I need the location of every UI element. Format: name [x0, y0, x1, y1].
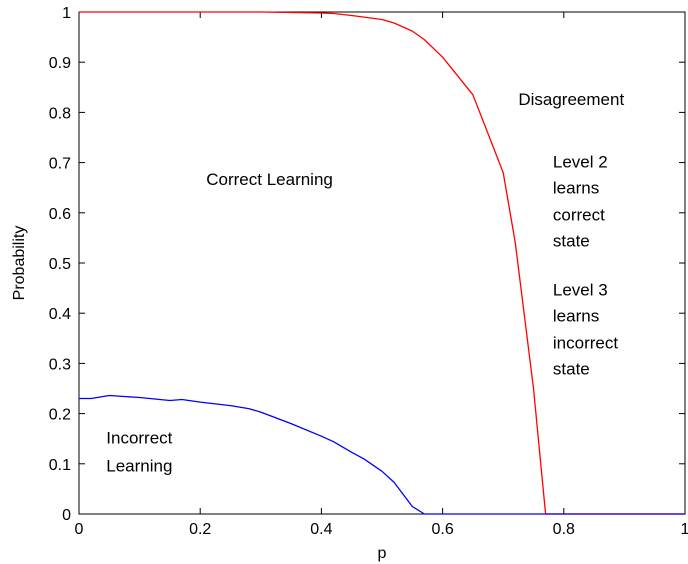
y-tick-label: 0.8	[49, 105, 71, 122]
x-tick-label: 0	[75, 521, 84, 538]
y-tick-label: 0.3	[49, 356, 71, 373]
annotation-text: learns	[553, 179, 599, 198]
annotation-text: Disagreement	[518, 90, 624, 109]
annotation-text: correct	[553, 205, 605, 224]
series-layer	[79, 11, 685, 515]
y-tick-label: 0.6	[49, 206, 71, 223]
annotation-text: Correct Learning	[206, 170, 333, 189]
annotation-text: state	[553, 231, 590, 250]
y-tick-label: 1	[62, 5, 71, 22]
axis-ticks: 0 0.2 0.4 0.6 0.8 1 0 0.1 0.2 0.3 0.4 0.5 0.6 0.7 0.8 0…	[49, 5, 688, 538]
annotation-text: state	[553, 359, 590, 378]
annotation-text: Level 2	[553, 153, 608, 172]
plot-frame	[78, 11, 686, 515]
x-tick-label: 0.4	[310, 521, 332, 538]
annotation-text: Level 3	[553, 281, 608, 300]
annotation-text: Learning	[106, 456, 172, 475]
annotation-text: Incorrect	[106, 429, 172, 448]
series-line-2	[79, 394, 685, 515]
y-tick-label: 0.5	[49, 256, 71, 273]
y-tick-label: 0.1	[49, 457, 71, 474]
x-tick-label: 0.6	[431, 521, 453, 538]
y-axis-label: Probability	[11, 226, 28, 301]
y-tick-label: 0.2	[49, 407, 71, 424]
x-axis-label: p	[378, 545, 387, 562]
y-tick-label: 0.7	[49, 156, 71, 173]
y-tick-label: 0	[62, 507, 71, 524]
x-tick-label: 0.8	[553, 521, 575, 538]
annotation-text: learns	[553, 307, 599, 326]
x-tick-label: 1	[681, 521, 688, 538]
y-tick-label: 0.4	[49, 306, 71, 323]
annotation-text: incorrect	[553, 333, 618, 352]
y-tick-label: 0.9	[49, 55, 71, 72]
x-tick-label: 0.2	[189, 521, 211, 538]
annotations: Correct Learning Incorrect Learning Disagre…	[106, 90, 624, 475]
